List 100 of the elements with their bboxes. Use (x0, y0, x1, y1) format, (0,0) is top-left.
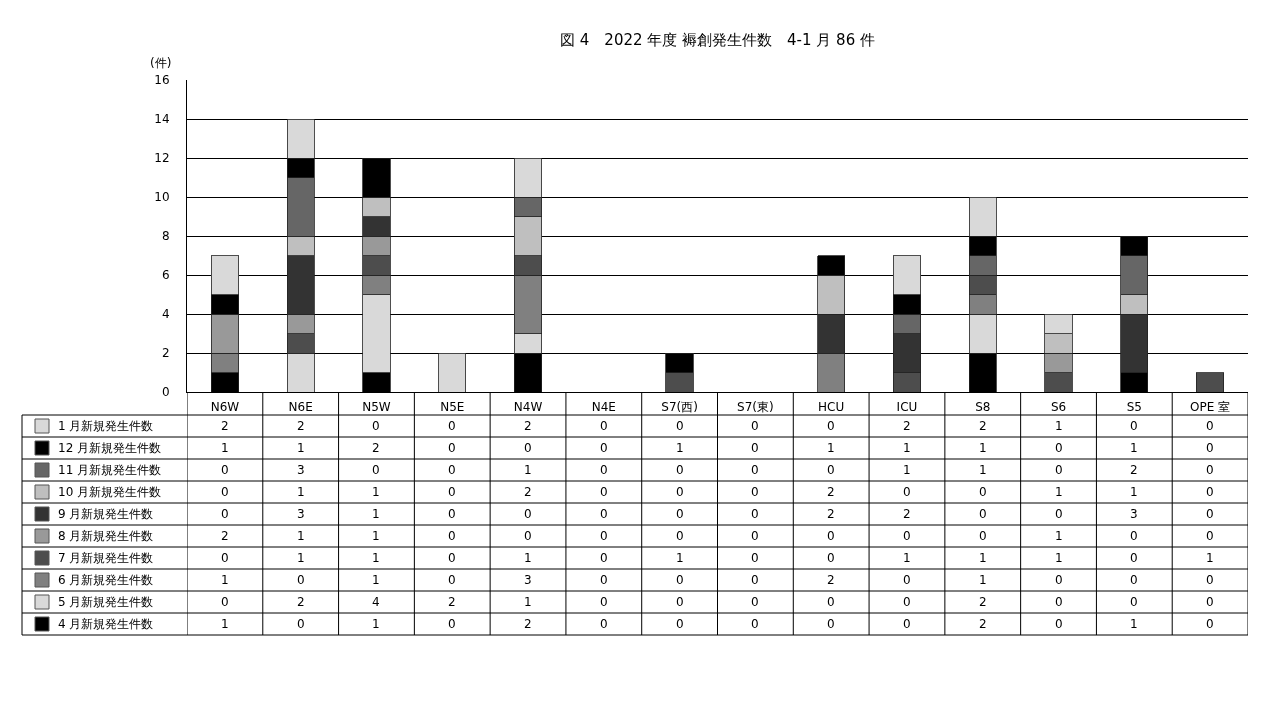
data-label: 3 (297, 507, 305, 521)
data-label: 0 (1206, 507, 1214, 521)
data-label: 0 (751, 551, 759, 565)
y-tick-label: 14 (154, 112, 170, 127)
data-label: 0 (600, 573, 608, 587)
data-label: 0 (448, 485, 456, 499)
data-label: 2 (372, 441, 380, 455)
data-label: 1 (1206, 551, 1214, 565)
data-label: 0 (448, 419, 456, 433)
legend-label: 6 月新規発生件数 (58, 573, 154, 587)
data-label: 0 (676, 573, 684, 587)
data-label: 0 (1130, 573, 1138, 587)
data-label: 0 (1130, 419, 1138, 433)
data-label: 0 (600, 463, 608, 477)
bar (438, 352, 467, 392)
data-label: 1 (221, 573, 229, 587)
data-label: 0 (524, 507, 532, 521)
x-tick-label: N4E (591, 400, 616, 415)
data-label: 2 (827, 507, 835, 521)
data-label: 1 (221, 617, 229, 631)
y-tick-label: 2 (161, 346, 170, 361)
data-label: 0 (372, 419, 380, 433)
data-label: 0 (448, 551, 456, 565)
data-label: 0 (448, 507, 456, 521)
data-label: 0 (448, 463, 456, 477)
data-label: 0 (1206, 617, 1214, 631)
data-label: 0 (751, 485, 759, 499)
data-label: 2 (827, 485, 835, 499)
y-tick-label: 4 (161, 307, 170, 322)
legend-label: 12 月新規発生件数 (58, 441, 162, 455)
legend-label: 8 月新規発生件数 (58, 529, 154, 543)
data-label: 0 (1130, 529, 1138, 543)
data-label: 1 (979, 573, 987, 587)
data-label: 4 (372, 595, 380, 609)
bar (1196, 372, 1225, 392)
y-tick-label: 10 (154, 190, 170, 205)
data-label: 0 (676, 419, 684, 433)
data-label: 0 (751, 617, 759, 631)
data-label: 0 (1206, 573, 1214, 587)
data-label: 0 (297, 617, 305, 631)
data-label: 0 (600, 507, 608, 521)
data-label: 1 (524, 463, 532, 477)
data-label: 0 (903, 573, 911, 587)
data-label: 0 (221, 507, 229, 521)
data-label: 2 (448, 595, 456, 609)
data-label: 2 (297, 595, 305, 609)
data-label: 1 (372, 485, 380, 499)
data-label: 0 (903, 595, 911, 609)
data-label: 1 (676, 551, 684, 565)
data-label: 1 (1130, 441, 1138, 455)
data-label: 0 (1130, 595, 1138, 609)
data-label: 0 (676, 485, 684, 499)
y-tick-label: 6 (161, 268, 170, 283)
data-label: 0 (448, 573, 456, 587)
data-label: 0 (676, 463, 684, 477)
data-label: 0 (676, 507, 684, 521)
data-label: 1 (524, 551, 532, 565)
data-label: 0 (1055, 573, 1063, 587)
data-label: 2 (979, 617, 987, 631)
data-label: 2 (827, 573, 835, 587)
data-label: 0 (979, 485, 987, 499)
data-label: 0 (448, 441, 456, 455)
data-label: 0 (1206, 463, 1214, 477)
data-label: 1 (297, 485, 305, 499)
data-label: 0 (751, 463, 759, 477)
data-label: 0 (676, 529, 684, 543)
data-label: 0 (827, 529, 835, 543)
x-tick-label: OPE 室 (1190, 400, 1231, 415)
data-label: 1 (676, 441, 684, 455)
data-label: 0 (1206, 529, 1214, 543)
data-label: 0 (827, 595, 835, 609)
x-tick-label: S6 (1050, 400, 1067, 415)
data-label: 0 (448, 617, 456, 631)
data-label: 1 (297, 529, 305, 543)
legend-label: 11 月新規発生件数 (58, 463, 162, 477)
data-label: 1 (1055, 419, 1063, 433)
data-label: 0 (676, 617, 684, 631)
data-label: 2 (1130, 463, 1138, 477)
data-label: 1 (372, 529, 380, 543)
data-label: 0 (751, 529, 759, 543)
data-label: 0 (827, 419, 835, 433)
data-label: 0 (600, 419, 608, 433)
data-label: 1 (1130, 617, 1138, 631)
data-label: 1 (1130, 485, 1138, 499)
y-tick-label: 12 (154, 151, 170, 166)
data-label: 0 (1055, 507, 1063, 521)
data-label: 0 (1055, 441, 1063, 455)
data-label: 2 (903, 507, 911, 521)
data-label: 1 (1055, 529, 1063, 543)
x-tick-label: N4W (513, 400, 543, 415)
data-label: 1 (979, 441, 987, 455)
data-label: 0 (600, 529, 608, 543)
data-label: 2 (979, 595, 987, 609)
x-tick-label: S7(東) (737, 400, 774, 415)
data-label: 2 (524, 419, 532, 433)
data-label: 0 (827, 463, 835, 477)
data-label: 0 (221, 463, 229, 477)
data-label: 0 (297, 573, 305, 587)
data-label: 1 (903, 551, 911, 565)
data-label: 1 (1055, 551, 1063, 565)
